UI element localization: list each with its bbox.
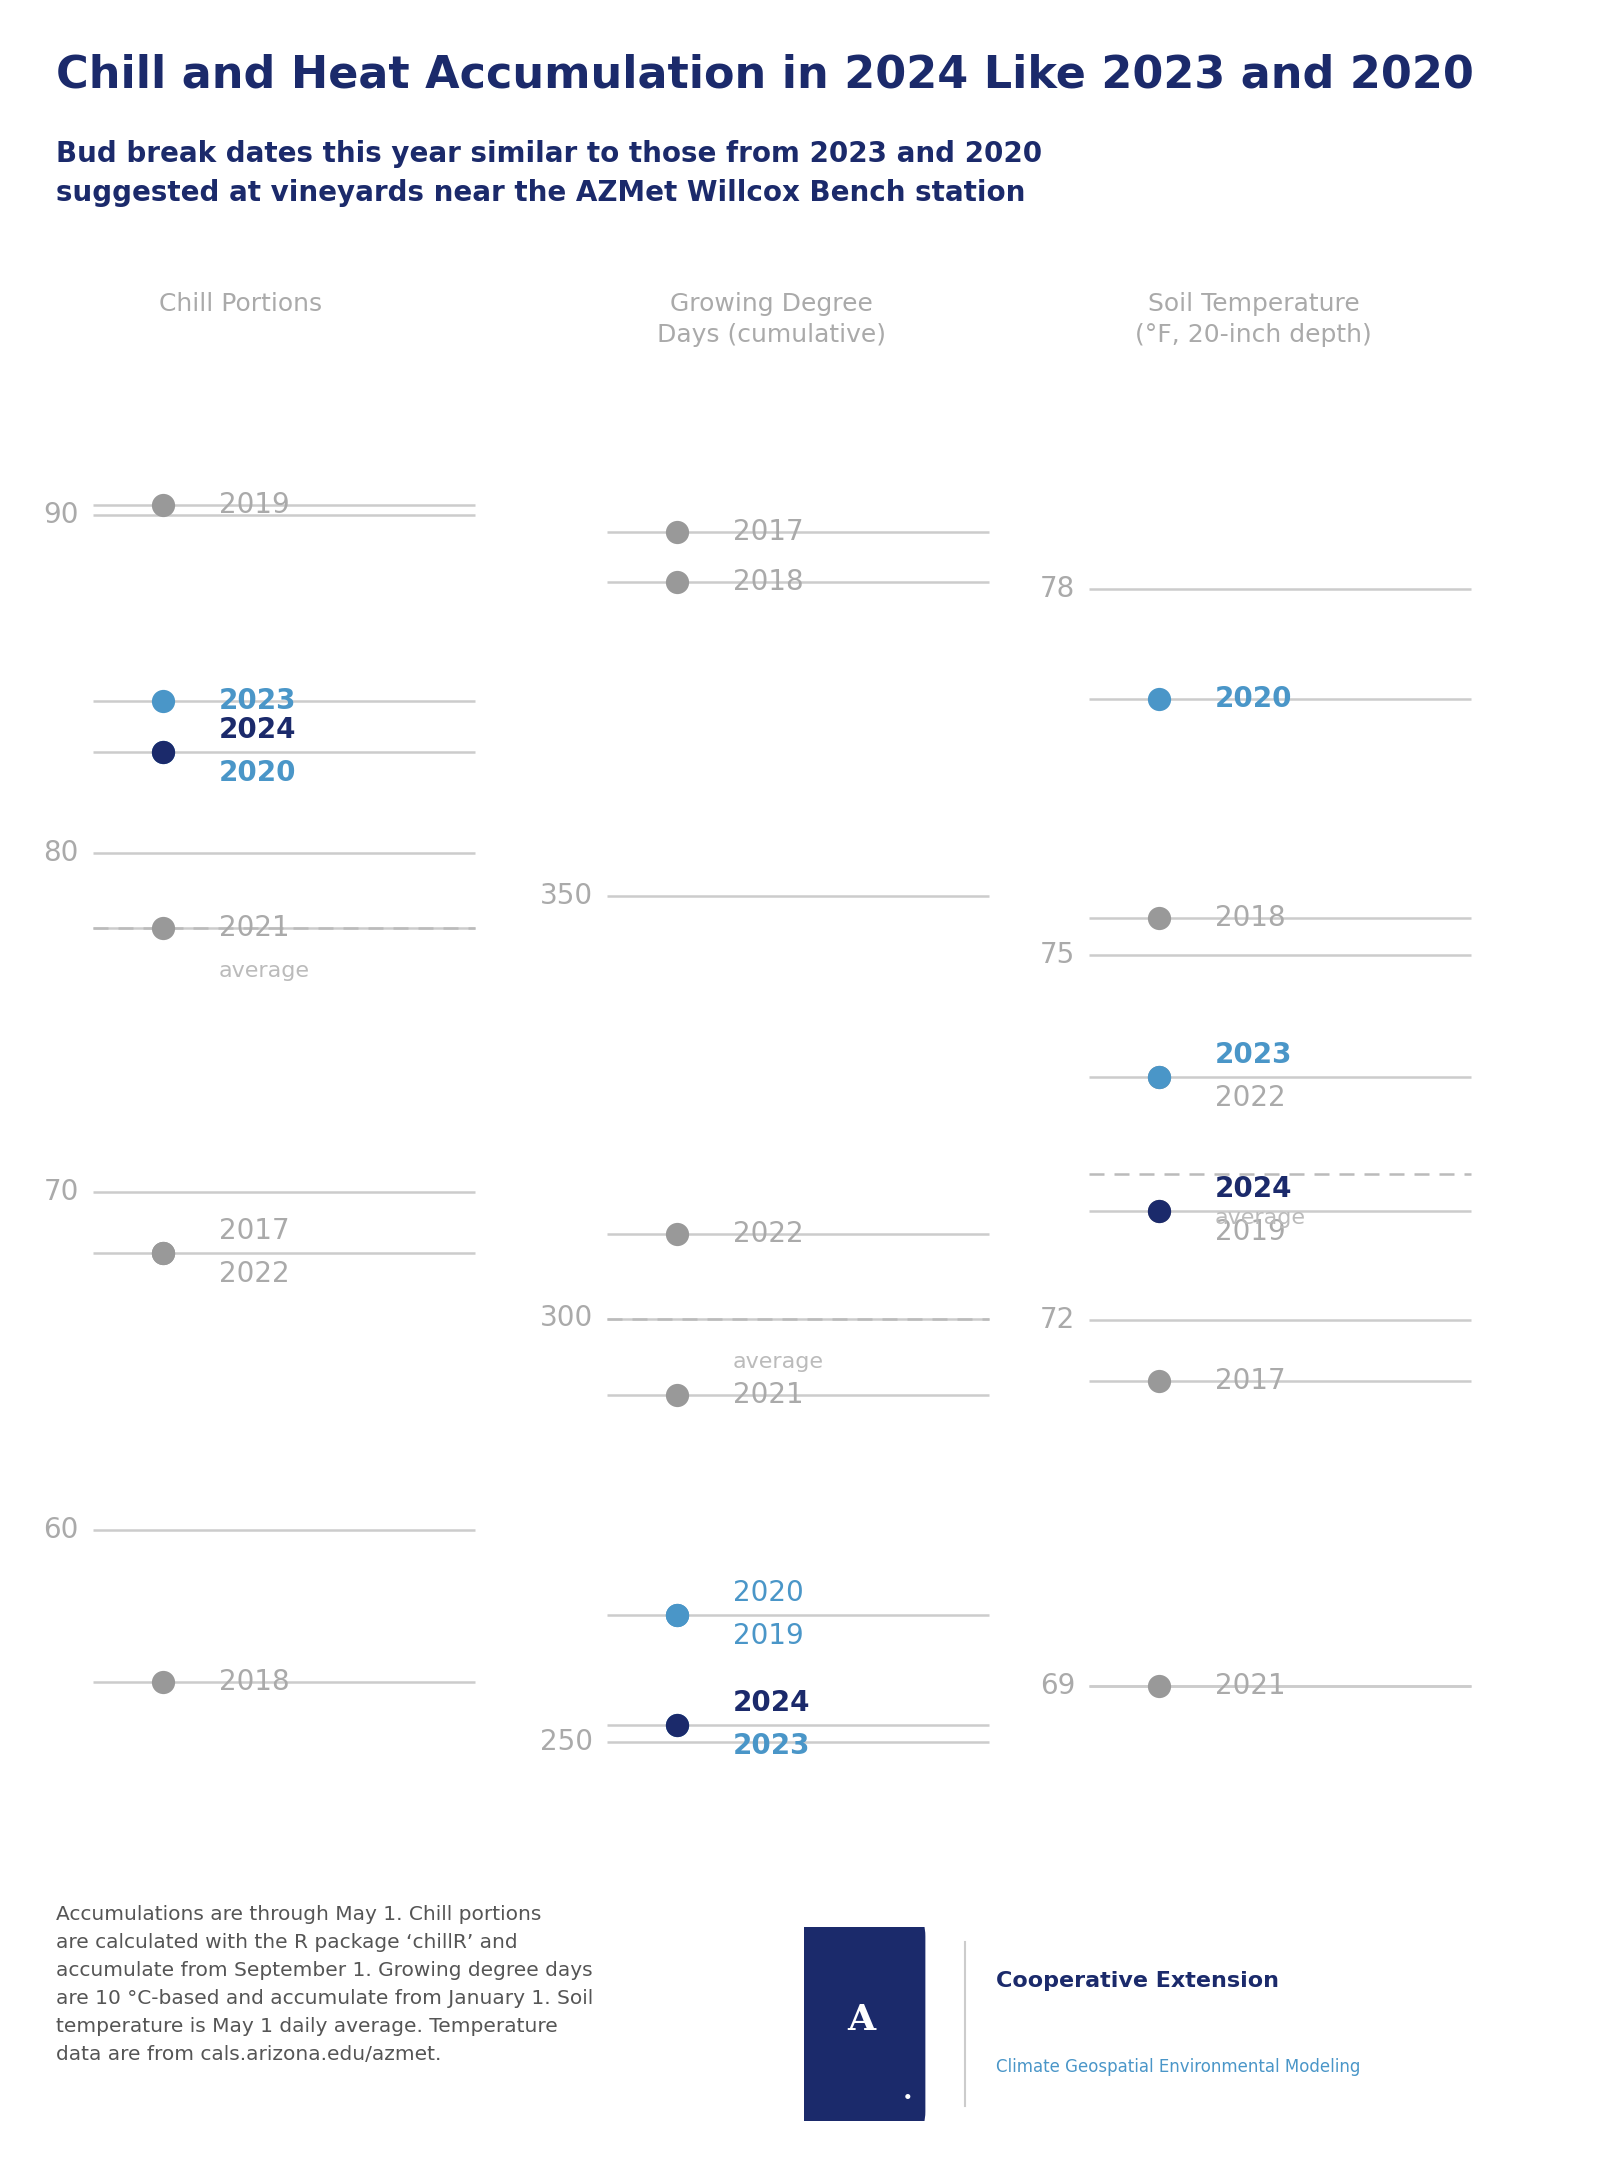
Point <box>664 514 689 549</box>
Point <box>664 566 689 600</box>
Text: average: average <box>1215 1207 1306 1227</box>
Point <box>664 1378 689 1413</box>
Text: 2020: 2020 <box>733 1579 804 1607</box>
Text: 2023: 2023 <box>733 1732 810 1760</box>
Text: Growing Degree
Days (cumulative): Growing Degree Days (cumulative) <box>657 292 885 348</box>
Text: 2019: 2019 <box>1215 1218 1286 1246</box>
Text: .: . <box>903 2078 913 2106</box>
Text: 2022: 2022 <box>733 1220 804 1248</box>
Text: 60: 60 <box>43 1516 79 1544</box>
Point <box>149 734 175 769</box>
Text: 90: 90 <box>43 501 79 529</box>
Text: 2024: 2024 <box>1215 1175 1292 1203</box>
Text: 2019: 2019 <box>219 490 289 518</box>
Text: 2018: 2018 <box>1215 905 1286 933</box>
Point <box>1146 683 1172 717</box>
Text: average: average <box>219 961 310 981</box>
Text: 300: 300 <box>540 1305 593 1333</box>
Text: 70: 70 <box>43 1177 79 1205</box>
Text: 72: 72 <box>1040 1307 1075 1335</box>
Text: Bud break dates this year similar to those from 2023 and 2020
suggested at viney: Bud break dates this year similar to tho… <box>56 140 1043 207</box>
Point <box>1146 1668 1172 1702</box>
Text: average: average <box>733 1352 824 1372</box>
Text: 2022: 2022 <box>219 1259 289 1287</box>
Text: 80: 80 <box>43 840 79 866</box>
Text: 2020: 2020 <box>1215 685 1292 713</box>
Text: 78: 78 <box>1040 575 1075 603</box>
Point <box>664 1596 689 1633</box>
Text: 2018: 2018 <box>733 568 804 596</box>
Text: Chill and Heat Accumulation in 2024 Like 2023 and 2020: Chill and Heat Accumulation in 2024 Like… <box>56 54 1474 97</box>
Text: 2020: 2020 <box>219 758 296 786</box>
Point <box>1146 1058 1172 1093</box>
Text: 2021: 2021 <box>1215 1672 1286 1700</box>
Point <box>149 1236 175 1270</box>
Text: 2024: 2024 <box>733 1689 810 1717</box>
Point <box>149 734 175 769</box>
Text: 2018: 2018 <box>219 1668 289 1696</box>
Point <box>1146 1192 1172 1227</box>
Point <box>149 683 175 717</box>
Text: 2021: 2021 <box>219 914 289 942</box>
Point <box>149 909 175 944</box>
Text: Soil Temperature
(°F, 20-inch depth): Soil Temperature (°F, 20-inch depth) <box>1135 292 1372 348</box>
Point <box>1146 1363 1172 1398</box>
Point <box>1146 1192 1172 1227</box>
Point <box>664 1596 689 1633</box>
Text: Accumulations are through May 1. Chill portions
are calculated with the R packag: Accumulations are through May 1. Chill p… <box>56 1905 593 2065</box>
Text: Climate Geospatial Environmental Modeling: Climate Geospatial Environmental Modelin… <box>996 2058 1361 2076</box>
Text: 2017: 2017 <box>219 1218 289 1244</box>
Text: 2023: 2023 <box>219 687 296 715</box>
Point <box>149 488 175 523</box>
Text: 2023: 2023 <box>1215 1041 1292 1069</box>
Text: 2017: 2017 <box>733 518 804 546</box>
Text: Cooperative Extension: Cooperative Extension <box>996 1972 1279 1992</box>
Text: 75: 75 <box>1040 942 1075 968</box>
Text: 2019: 2019 <box>733 1622 804 1650</box>
Text: 250: 250 <box>540 1728 593 1756</box>
Point <box>664 1216 689 1251</box>
Text: 2021: 2021 <box>733 1380 804 1408</box>
Text: 350: 350 <box>540 881 593 909</box>
Text: Chill Portions: Chill Portions <box>159 292 323 315</box>
Text: 2017: 2017 <box>1215 1367 1286 1395</box>
Text: 2022: 2022 <box>1215 1084 1286 1112</box>
Point <box>664 1706 689 1741</box>
Point <box>149 1236 175 1270</box>
Point <box>149 1665 175 1700</box>
Text: 2024: 2024 <box>219 717 296 745</box>
Point <box>664 1706 689 1741</box>
Text: A: A <box>847 2002 876 2037</box>
Point <box>1146 1058 1172 1093</box>
Point <box>1146 901 1172 935</box>
Text: 69: 69 <box>1040 1672 1075 1700</box>
FancyBboxPatch shape <box>797 1920 926 2128</box>
